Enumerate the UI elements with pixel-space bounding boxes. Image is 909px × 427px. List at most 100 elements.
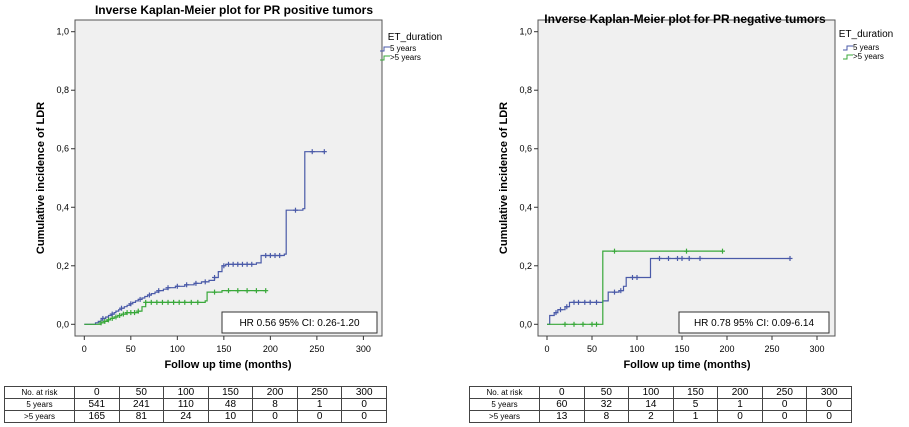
- risk-cell: 60: [539, 398, 585, 411]
- x-axis-label: Follow up time (months): [623, 359, 750, 371]
- plot-area: [74, 19, 383, 337]
- y-tick-label: 0,2: [519, 261, 532, 271]
- risk-cell: 14: [628, 398, 674, 411]
- risk-table-row: >5 years 13 8 2 1 0 0 0: [469, 410, 852, 423]
- x-axis-label: Follow up time (months): [164, 359, 291, 371]
- chart-title: Inverse Kaplan-Meier plot for PR positiv…: [95, 3, 373, 17]
- x-tick-label: 100: [170, 344, 185, 354]
- risk-cell: 48: [207, 398, 254, 411]
- y-tick-label: 0,4: [519, 202, 532, 212]
- legend-swatch: [380, 55, 390, 61]
- x-tick-label: 0: [82, 344, 87, 354]
- risk-cell: 32: [583, 398, 630, 411]
- risk-cell: 541: [74, 398, 120, 411]
- x-tick-label: 200: [719, 344, 734, 354]
- risk-cell: 0: [341, 398, 387, 411]
- risk-row-label: >5 years: [469, 410, 540, 423]
- risk-cell: 0: [296, 410, 343, 423]
- risk-cell: 0: [717, 410, 763, 423]
- risk-cell: 110: [163, 398, 209, 411]
- x-tick-label: 150: [216, 344, 231, 354]
- x-tick-label: 300: [809, 344, 824, 354]
- left-panel: Inverse Kaplan-Meier plot for PR positiv…: [4, 3, 442, 423]
- hr-box: [678, 311, 830, 334]
- x-tick-label: 200: [263, 344, 278, 354]
- hr-annotation: HR 0.56 95% CI: 0.26-1.20: [239, 318, 360, 329]
- y-tick-label: 0,2: [56, 261, 69, 271]
- km-chart-pr-positive: Inverse Kaplan-Meier plot for PR positiv…: [35, 3, 442, 371]
- risk-cell: 1: [296, 398, 343, 411]
- x-tick-label: 50: [126, 344, 136, 354]
- risk-cell: 0: [761, 398, 808, 411]
- legend-swatch: [380, 46, 390, 52]
- risk-cell: 1: [717, 398, 763, 411]
- risk-table-pr-positive: No. at risk 0 50 100 150 200 250 300 5 y…: [4, 386, 387, 423]
- risk-table-pr-negative: No. at risk 0 50 100 150 200 250 300 5 y…: [469, 386, 852, 423]
- km-chart-pr-negative: Inverse Kaplan-Meier plot for PR negativ…: [498, 12, 893, 371]
- risk-cell: 8: [583, 410, 630, 423]
- risk-cell: 5: [672, 398, 719, 411]
- risk-cell: 0: [806, 410, 852, 423]
- risk-cell: 165: [74, 410, 120, 423]
- x-tick-label: 50: [587, 344, 597, 354]
- x-tick-label: 300: [356, 344, 371, 354]
- risk-row-label: >5 years: [4, 410, 75, 423]
- legend-entry: >5 years: [390, 53, 421, 62]
- risk-table-header-row: No. at risk 0 50 100 150 200 250 300: [4, 386, 387, 399]
- y-tick-label: 0,4: [56, 202, 69, 212]
- risk-table-header-row: No. at risk 0 50 100 150 200 250 300: [469, 386, 852, 399]
- y-tick-label: 0,6: [519, 144, 532, 154]
- x-tick-label: 250: [309, 344, 324, 354]
- risk-table-row: 5 years 541 241 110 48 8 1 0: [4, 398, 387, 411]
- risk-cell: 8: [252, 398, 298, 411]
- risk-table-row: 5 years 60 32 14 5 1 0 0: [469, 398, 852, 411]
- risk-table-row: >5 years 165 81 24 10 0 0 0: [4, 410, 387, 423]
- risk-cell: 10: [207, 410, 254, 423]
- risk-header-cell: 0: [539, 386, 585, 399]
- risk-header-cell: 200: [717, 386, 763, 399]
- risk-header-cell: 300: [806, 386, 852, 399]
- risk-header-label: No. at risk: [469, 386, 540, 399]
- risk-cell: 0: [252, 410, 298, 423]
- risk-cell: 241: [118, 398, 165, 411]
- risk-cell: 13: [539, 410, 585, 423]
- hr-box: [221, 311, 378, 334]
- risk-header-cell: 150: [207, 386, 254, 399]
- x-tick-label: 0: [544, 344, 549, 354]
- right-panel: Inverse Kaplan-Meier plot for PR negativ…: [455, 0, 909, 427]
- hr-annotation: HR 0.78 95% CI: 0.09-6.14: [694, 318, 815, 329]
- risk-header-label: No. at risk: [4, 386, 75, 399]
- risk-header-cell: 50: [118, 386, 165, 399]
- legend-title: ET_duration: [839, 29, 893, 40]
- legend-title: ET_duration: [388, 32, 442, 43]
- y-tick-label: 0,0: [519, 319, 532, 329]
- y-tick-label: 1,0: [519, 27, 532, 37]
- plot-area: [537, 19, 836, 337]
- risk-row-label: 5 years: [469, 398, 540, 411]
- y-axis-label: Cumulative incidence of LDR: [498, 102, 510, 254]
- risk-cell: 1: [672, 410, 719, 423]
- risk-header-cell: 100: [628, 386, 674, 399]
- risk-header-cell: 0: [74, 386, 120, 399]
- risk-header-cell: 300: [341, 386, 387, 399]
- risk-cell: 24: [163, 410, 209, 423]
- legend-entry: >5 years: [853, 52, 884, 61]
- chart-title: Inverse Kaplan-Meier plot for PR negativ…: [544, 12, 826, 26]
- y-tick-label: 1,0: [56, 27, 69, 37]
- risk-header-cell: 200: [252, 386, 298, 399]
- y-tick-label: 0,6: [56, 144, 69, 154]
- y-tick-label: 0,8: [56, 85, 69, 95]
- risk-header-cell: 50: [583, 386, 630, 399]
- risk-cell: 0: [806, 398, 852, 411]
- risk-header-cell: 100: [163, 386, 209, 399]
- x-tick-label: 150: [674, 344, 689, 354]
- risk-cell: 2: [628, 410, 674, 423]
- risk-header-cell: 250: [296, 386, 343, 399]
- risk-header-cell: 250: [761, 386, 808, 399]
- x-tick-label: 250: [764, 344, 779, 354]
- risk-cell: 0: [761, 410, 808, 423]
- y-axis-label: Cumulative incidence of LDR: [35, 102, 47, 254]
- legend-entry: 5 years: [853, 43, 879, 52]
- x-tick-label: 100: [629, 344, 644, 354]
- legend-swatch: [843, 45, 853, 51]
